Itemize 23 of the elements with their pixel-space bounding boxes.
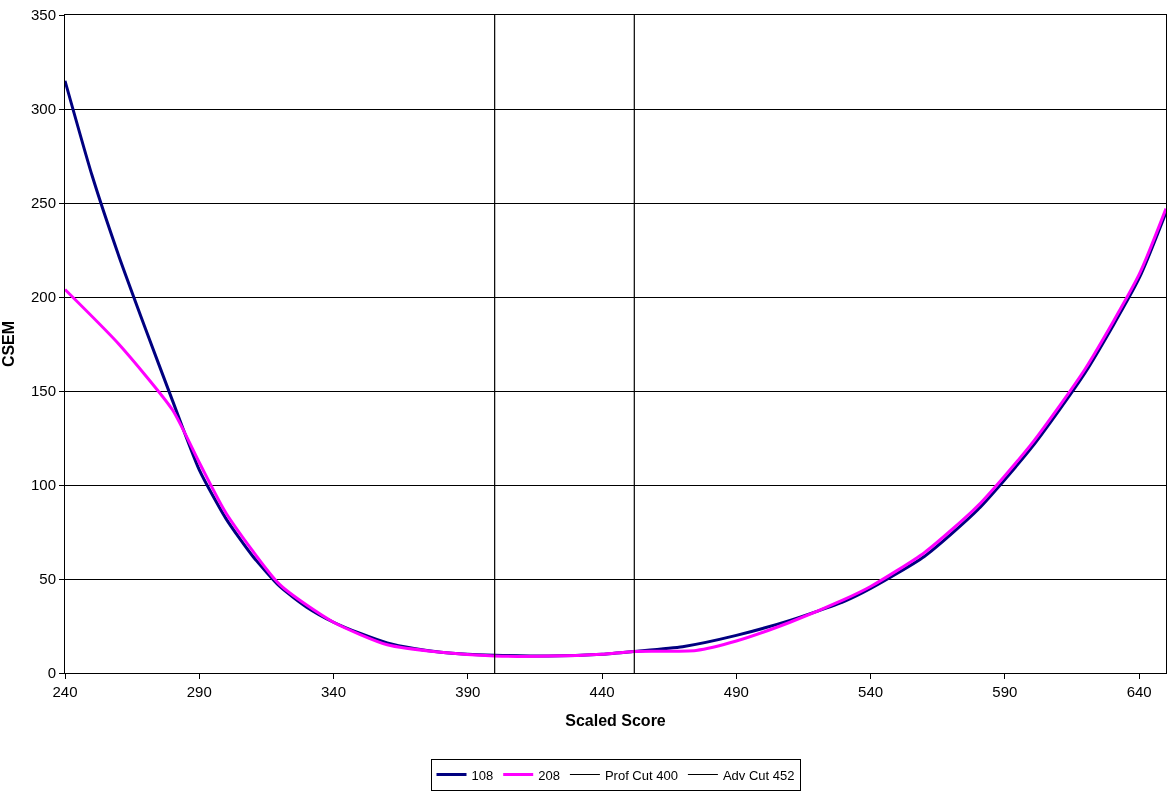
y-tick-label: 250 [30, 194, 56, 212]
x-tick-label: 340 [321, 683, 347, 700]
x-axis-title: Scaled Score [565, 711, 666, 729]
legend-label: 108 [471, 767, 494, 783]
x-tick-label: 540 [858, 683, 884, 700]
legend-label: 208 [538, 767, 560, 783]
y-tick-label: 50 [39, 570, 56, 588]
y-tick-label: 300 [30, 100, 56, 118]
legend-label: Adv Cut 452 [722, 767, 795, 783]
y-tick-label: 100 [30, 476, 56, 494]
x-tick-label: 590 [992, 683, 1018, 700]
x-tick-label: 640 [1126, 683, 1152, 700]
y-tick-label: 200 [30, 288, 56, 306]
y-tick-label: 0 [47, 664, 56, 682]
y-tick-label: 150 [30, 382, 56, 400]
legend-label: Prof Cut 400 [604, 767, 678, 783]
y-tick-label: 350 [30, 6, 56, 24]
x-tick-label: 440 [589, 683, 615, 700]
x-tick-label: 290 [186, 683, 212, 700]
x-tick-label: 390 [455, 683, 481, 700]
y-axis-title: CSEM [0, 320, 17, 368]
x-tick-label: 240 [52, 683, 78, 700]
x-tick-label: 490 [723, 683, 749, 700]
